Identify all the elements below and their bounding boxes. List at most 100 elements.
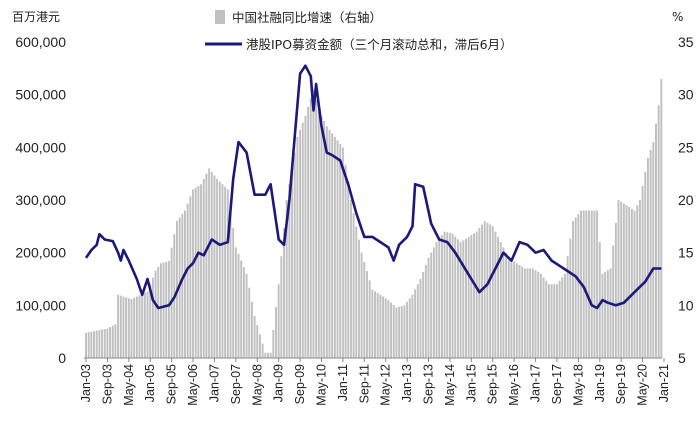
bar <box>106 328 109 358</box>
line-series-group <box>84 64 662 310</box>
bar <box>454 236 457 358</box>
bar <box>456 239 459 358</box>
x-axis-tick-label: Sep-13 <box>422 364 436 404</box>
bar <box>258 334 261 358</box>
bar <box>328 129 331 358</box>
bar <box>117 294 120 358</box>
bar <box>341 147 344 358</box>
bar <box>331 133 334 358</box>
bar <box>205 173 208 358</box>
bar <box>657 105 660 358</box>
x-axis-tick-label: Jan-17 <box>529 364 543 402</box>
bar <box>513 261 516 358</box>
ipo-line <box>84 64 662 310</box>
bar <box>325 126 328 359</box>
bar <box>312 89 315 359</box>
bar <box>612 245 615 358</box>
bar <box>272 329 275 358</box>
bar <box>333 136 336 358</box>
bar <box>347 182 350 358</box>
bar <box>638 200 641 358</box>
bar <box>406 301 409 358</box>
x-axis-tick-label: Jan-09 <box>272 364 286 402</box>
bar <box>606 270 609 358</box>
x-axis-tick-label: Sep-19 <box>614 364 628 404</box>
bar <box>628 207 631 358</box>
bar <box>186 203 189 358</box>
bar <box>355 226 358 358</box>
bar <box>256 325 259 358</box>
bar <box>494 231 497 358</box>
x-axis-tick-label: May-14 <box>443 364 457 406</box>
bar <box>451 233 454 358</box>
bar <box>601 273 604 358</box>
bar <box>572 221 574 358</box>
bar <box>103 329 106 358</box>
bar <box>489 224 492 358</box>
bar <box>111 325 114 358</box>
bar <box>564 273 566 358</box>
bar <box>277 284 280 358</box>
x-axis-tick-label: Sep-03 <box>100 364 114 404</box>
bar <box>569 238 572 358</box>
x-axis-tick-label: Sep-17 <box>550 364 564 404</box>
bar <box>596 210 599 358</box>
bar <box>232 228 235 358</box>
bar <box>275 307 277 358</box>
bar <box>138 295 141 358</box>
bar <box>307 106 310 358</box>
bar <box>352 213 355 358</box>
bar <box>218 181 221 358</box>
x-axis-tick-label: May-08 <box>250 364 264 406</box>
bar <box>387 300 390 358</box>
bar <box>165 261 168 358</box>
bar <box>561 277 564 358</box>
bar <box>229 208 232 358</box>
bar <box>625 205 628 358</box>
bar <box>226 189 229 358</box>
bar <box>127 298 130 358</box>
bar <box>296 136 299 358</box>
x-axis-tick-label: May-16 <box>507 364 521 406</box>
bar <box>133 297 136 358</box>
left-axis-tick-label: 400,000 <box>15 139 66 155</box>
left-axis-tick-label: 500,000 <box>15 87 66 103</box>
bar <box>240 260 243 358</box>
bar <box>379 294 382 358</box>
bar <box>237 253 240 358</box>
bar <box>301 122 304 358</box>
bar <box>309 98 312 358</box>
right-axis-tick-label: 30 <box>678 87 694 103</box>
x-axis-tick-label: Jan-11 <box>336 364 350 401</box>
bar <box>90 331 93 358</box>
bar <box>440 235 443 358</box>
bar <box>470 235 473 358</box>
bar <box>585 210 588 358</box>
bar <box>529 268 532 358</box>
bar <box>424 264 427 358</box>
x-axis-tick-label: Sep-09 <box>293 364 307 404</box>
bar <box>483 221 486 358</box>
bar <box>614 222 617 358</box>
x-axis-tick-label: May-04 <box>122 364 136 406</box>
bar <box>266 352 269 358</box>
bar <box>577 214 580 358</box>
bar <box>633 210 636 358</box>
bar <box>502 247 505 358</box>
bar <box>114 324 117 358</box>
bar <box>269 352 272 358</box>
bar <box>109 327 112 358</box>
left-axis-tick-label: 200,000 <box>15 245 66 261</box>
bar <box>390 302 393 358</box>
legend-line-label: 港股IPO募资金额（三个月滚动总和，滞后6月） <box>246 37 513 52</box>
left-axis-tick-label: 100,000 <box>15 297 66 313</box>
bar <box>416 284 419 358</box>
bar <box>253 315 256 358</box>
bar <box>518 264 521 358</box>
left-axis-unit-label: 百万港元 <box>12 10 60 24</box>
bar <box>202 178 205 358</box>
legend-bar-label: 中国社融同比增速（右轴） <box>232 10 382 25</box>
bar <box>403 305 406 358</box>
bar <box>499 242 502 358</box>
